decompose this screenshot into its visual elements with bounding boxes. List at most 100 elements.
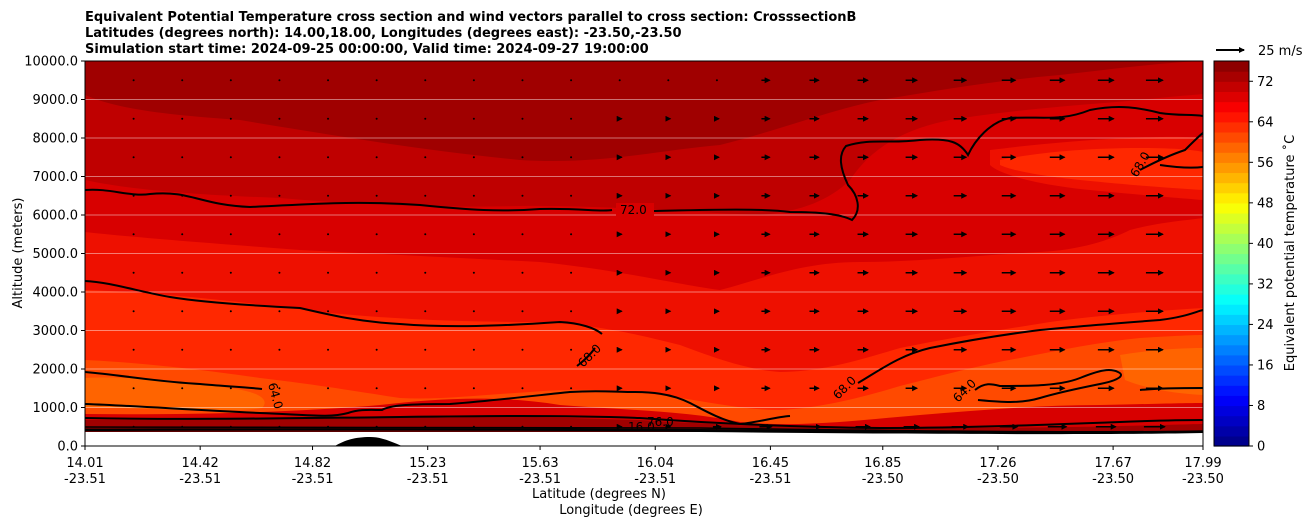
wind-vector [181, 425, 184, 428]
x-axis-label-lat: Latitude (degrees N) [532, 487, 666, 502]
wind-vector [375, 117, 378, 120]
colorbar-tick-label: 0 [1257, 440, 1265, 455]
band-62 [85, 377, 265, 411]
colorbar-segment [1214, 202, 1249, 214]
x-tick-label-lat: 15.63 [521, 456, 558, 471]
wind-vector [278, 425, 281, 428]
colorbar-segment [1214, 294, 1249, 305]
colorbar-segment [1214, 314, 1249, 326]
colorbar-segment [1214, 152, 1249, 163]
colorbar-label: Equivalent potential temperature ˚C [1282, 135, 1298, 371]
colorbar-segment [1214, 91, 1249, 103]
wind-vector [327, 79, 330, 82]
colorbar-segment [1214, 172, 1249, 184]
colorbar-ticks: 0 8 16 24 32 40 48 56 64 72 [1249, 75, 1274, 455]
wind-vector [424, 310, 427, 313]
colorbar-frame [1213, 60, 1250, 447]
y-tick-label: 3000.0 [33, 324, 79, 339]
wind-vector [375, 79, 378, 82]
wind-vector [570, 79, 573, 82]
y-axis-label: Altitude (meters) [11, 198, 26, 309]
band-62-right [1120, 348, 1203, 395]
colorbar-segment [1214, 182, 1249, 194]
colorbar-segment [1214, 334, 1249, 346]
wind-vector [618, 79, 621, 82]
wind-vector [570, 156, 573, 159]
x-tick-label-lon: -23.51 [519, 472, 561, 487]
x-tick-label-lon: -23.51 [749, 472, 791, 487]
contour-72 [85, 106, 1203, 222]
colorbar-segment [1214, 192, 1249, 204]
wind-vector [570, 117, 573, 120]
wind-vector [278, 310, 281, 313]
y-tick-label: 8000.0 [33, 132, 79, 147]
wind-vector [424, 387, 427, 390]
colorbar-segment [1214, 233, 1249, 244]
contour-68-right [857, 309, 1203, 384]
wind-vector [327, 425, 330, 428]
y-tick-label: 6000.0 [33, 209, 79, 224]
colorbar-segment [1214, 71, 1249, 82]
colorbar-tick-label: 40 [1257, 237, 1274, 252]
colorbar-segment [1214, 111, 1249, 123]
colorbar-segment [1214, 61, 1249, 72]
gridlines [85, 99, 1203, 408]
wind-vector [181, 387, 184, 390]
colorbar-segment [1214, 435, 1249, 447]
wind-vector [472, 117, 475, 120]
wind-vector [424, 233, 427, 236]
colorbar-segment [1214, 405, 1249, 417]
plot-area: 72.0 68.0 64.0 68.0 64.0 68.0 76.0 16.0 [85, 61, 1203, 446]
wind-vector [229, 348, 232, 351]
colorbar-tick-label: 72 [1257, 75, 1274, 90]
colorbar-segment [1214, 243, 1249, 255]
wind-vector [472, 425, 475, 428]
wind-vector [472, 387, 475, 390]
wind-vector [132, 348, 135, 351]
colorbar-segment [1214, 344, 1249, 356]
colorbar-segment [1214, 263, 1249, 275]
colorbar-tick-label: 56 [1257, 156, 1274, 171]
wind-vector [521, 233, 524, 236]
wind-vector [132, 117, 135, 120]
colorbar-tick-label: 24 [1257, 318, 1274, 333]
wind-vector [132, 156, 135, 159]
wind-vector [132, 194, 135, 197]
y-tick-label: 9000.0 [33, 93, 79, 108]
wind-vector [375, 310, 378, 313]
wind-vector [521, 117, 524, 120]
wind-vector [375, 271, 378, 274]
wind-vector [229, 271, 232, 274]
wind-vector [521, 194, 524, 197]
y-tick-label: 4000.0 [33, 286, 79, 301]
colorbar-segment [1214, 375, 1249, 386]
wind-vector [570, 425, 573, 428]
wind-vector [181, 271, 184, 274]
colorbar-segment [1214, 273, 1249, 285]
colorbar-segment [1214, 212, 1249, 224]
wind-vector [472, 79, 475, 82]
colorbar-tick-label: 8 [1257, 399, 1265, 414]
wind-vector [570, 233, 573, 236]
wind-vector [132, 271, 135, 274]
wind-vector [229, 310, 232, 313]
wind-vector [521, 156, 524, 159]
title-line-1: Equivalent Potential Temperature cross s… [85, 10, 856, 25]
wind-vector [375, 348, 378, 351]
wind-vector [424, 79, 427, 82]
wind-vector [472, 271, 475, 274]
colorbar-segment [1214, 415, 1249, 427]
terrain [335, 437, 402, 446]
x-tick-label-lat: 17.99 [1184, 456, 1221, 471]
wind-vector [472, 156, 475, 159]
x-tick-label-lat: 16.04 [637, 456, 674, 471]
wind-vector [327, 117, 330, 120]
wind-vector [278, 194, 281, 197]
colorbar-tick-label: 16 [1257, 358, 1274, 373]
wind-vector [570, 387, 573, 390]
wind-vector [667, 79, 670, 82]
x-tick-label-lon: -23.50 [1182, 472, 1224, 487]
wind-vector [229, 79, 232, 82]
band-66-upper-patch [1000, 148, 1203, 190]
wind-vector [570, 348, 573, 351]
